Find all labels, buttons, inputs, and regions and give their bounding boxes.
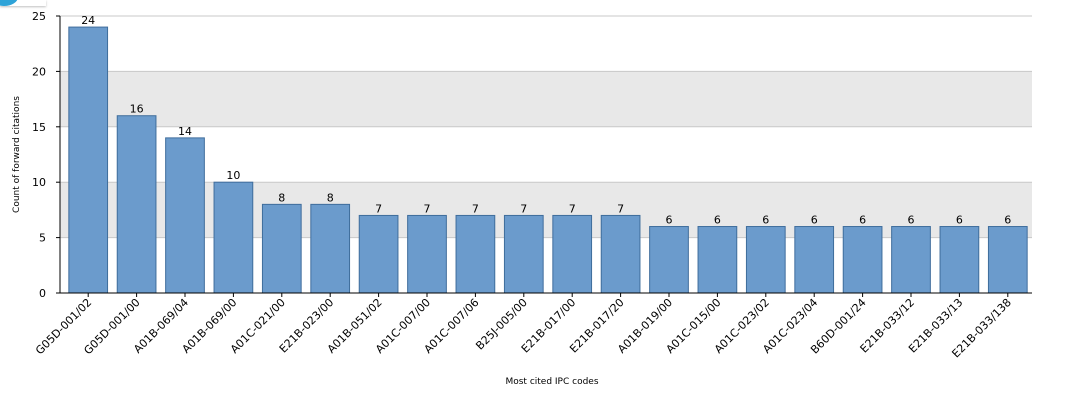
bar[interactable] (165, 137, 205, 294)
corner-badge-icon (0, 0, 18, 6)
bar-value-label: 7 (617, 202, 624, 215)
bars-group (68, 26, 1028, 294)
bar[interactable] (455, 214, 496, 294)
bar[interactable] (310, 203, 351, 294)
x-tick-labels: G05D-001/02G05D-001/00A01B-069/04A01B-06… (33, 293, 1014, 360)
bar-value-label: 6 (666, 214, 673, 227)
bar[interactable] (891, 226, 931, 294)
y-tick-label: 15 (32, 121, 46, 134)
bar-value-label: 7 (569, 202, 576, 215)
bar[interactable] (407, 214, 447, 294)
bar-value-label: 16 (130, 103, 144, 116)
bar-value-label: 14 (178, 125, 192, 138)
x-axis-title: Most cited IPC codes (505, 377, 598, 387)
y-tick-label: 0 (39, 287, 46, 300)
bar-value-label: 6 (714, 214, 721, 227)
bar-value-label: 6 (956, 214, 963, 227)
bar[interactable] (842, 226, 883, 294)
y-tick-label: 10 (32, 176, 46, 189)
y-tick-label: 5 (39, 232, 46, 245)
bar[interactable] (987, 226, 1028, 294)
bar[interactable] (745, 226, 786, 294)
bar[interactable] (649, 226, 689, 294)
bar-value-label: 10 (226, 169, 240, 182)
background-band (60, 182, 1032, 238)
bar[interactable] (261, 203, 302, 294)
bar-value-label: 6 (762, 214, 769, 227)
y-tick-labels: 0 5 10 15 20 25 (32, 10, 60, 300)
bar-value-label: 7 (520, 202, 527, 215)
bar[interactable] (358, 214, 399, 294)
bar-value-label: 24 (81, 14, 95, 27)
bar-value-label: 7 (375, 202, 382, 215)
axes (59, 16, 1032, 294)
bar-value-label: 6 (811, 214, 818, 227)
y-axis-title: Count of forward citations (12, 96, 22, 213)
bar-value-labels: 24 16 14 10 8 8 7 7 7 7 7 7 6 6 6 6 6 6 6 6 (81, 14, 1011, 226)
background-bands (60, 71, 1032, 238)
bar[interactable] (68, 26, 109, 294)
bar[interactable] (116, 115, 157, 294)
bar[interactable] (600, 214, 641, 294)
y-tick-label: 20 (32, 65, 46, 78)
bar[interactable] (794, 226, 835, 294)
bar[interactable] (939, 226, 980, 294)
bar-value-label: 6 (1004, 214, 1011, 227)
bar-value-label: 7 (424, 202, 431, 215)
bar-value-label: 7 (472, 202, 479, 215)
bar[interactable] (552, 214, 593, 294)
bar-value-label: 6 (908, 214, 915, 227)
corner-widget[interactable] (0, 0, 46, 6)
bar[interactable] (697, 226, 738, 294)
bar-value-label: 8 (327, 191, 334, 204)
bar[interactable] (503, 214, 544, 294)
bar-value-label: 8 (278, 191, 285, 204)
bar[interactable] (213, 181, 254, 294)
bar-value-label: 6 (859, 214, 866, 227)
background-band (60, 71, 1032, 127)
y-tick-label: 25 (32, 10, 46, 23)
